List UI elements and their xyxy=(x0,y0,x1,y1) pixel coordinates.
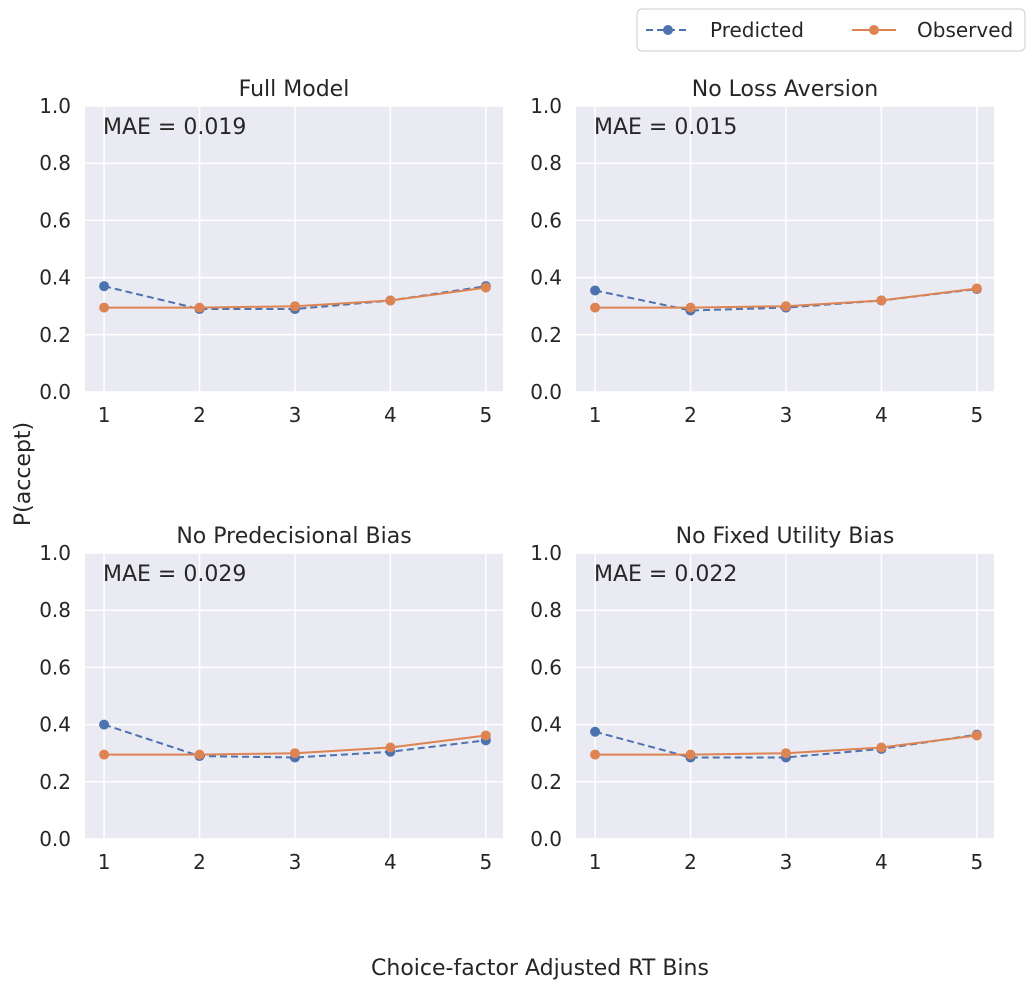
panel-3-xtick-3: 4 xyxy=(384,850,397,874)
panel-2-predicted-point-1 xyxy=(590,285,601,296)
panel-4-xtick-0: 1 xyxy=(589,850,602,874)
panel-2-xtick-0: 1 xyxy=(589,403,602,427)
panel-4-xtick-1: 2 xyxy=(684,850,697,874)
panel-4-ytick-0: 0.0 xyxy=(530,827,562,851)
panel-1-mae-annotation: MAE = 0.019 xyxy=(103,115,246,140)
panel-4-observed-point-5 xyxy=(971,730,982,741)
legend-observed-marker-icon xyxy=(869,25,879,35)
panel-2-observed-point-5 xyxy=(971,283,982,294)
panel-1-ytick-4: 0.8 xyxy=(39,151,71,175)
panel-3-predicted-point-1 xyxy=(99,719,110,730)
panel-1-observed-point-5 xyxy=(480,282,491,293)
panel-2-observed-point-1 xyxy=(590,302,601,313)
panel-4: 0.0 0.2 0.4 0.6 0.8 1.0 1 2 3 4 5 No Fixed Utility … xyxy=(530,524,994,874)
panel-3-xtick-4: 5 xyxy=(479,850,492,874)
panel-1-xtick-0: 1 xyxy=(98,403,111,427)
panel-2-title: No Loss Aversion xyxy=(692,77,879,102)
x-axis-label: Choice-factor Adjusted RT Bins xyxy=(371,956,709,981)
panel-1-ytick-2: 0.4 xyxy=(39,266,71,290)
panel-2-mae-annotation: MAE = 0.015 xyxy=(594,115,737,140)
panel-1-observed-point-3 xyxy=(289,301,300,312)
panel-2-observed-point-4 xyxy=(876,295,887,306)
panel-3-ytick-2: 0.4 xyxy=(39,713,71,737)
panel-1-xtick-1: 2 xyxy=(193,403,206,427)
panel-4-xtick-2: 3 xyxy=(780,850,793,874)
panel-1-ytick-5: 1.0 xyxy=(39,94,71,118)
panel-3-ytick-3: 0.6 xyxy=(39,655,71,679)
panel-1-xtick-2: 3 xyxy=(289,403,302,427)
panel-1-ytick-3: 0.6 xyxy=(39,208,71,232)
panel-2: 0.0 0.2 0.4 0.6 0.8 1.0 1 2 3 4 5 No Loss Aversion M… xyxy=(530,77,994,427)
panel-4-ytick-3: 0.6 xyxy=(530,655,562,679)
panel-1-observed-point-4 xyxy=(385,295,396,306)
panel-4-observed-point-1 xyxy=(590,749,601,760)
panel-4-mae-annotation: MAE = 0.022 xyxy=(594,562,737,587)
panel-2-observed-point-3 xyxy=(780,301,791,312)
panel-1-ytick-0: 0.0 xyxy=(39,380,71,404)
panel-4-predicted-point-1 xyxy=(590,726,601,737)
panel-1-observed-point-2 xyxy=(194,302,205,313)
panel-1-observed-point-1 xyxy=(99,302,110,313)
panel-1-background xyxy=(85,106,503,392)
panel-4-observed-point-2 xyxy=(685,749,696,760)
panel-3-background xyxy=(85,553,503,839)
panel-3-observed-point-5 xyxy=(480,730,491,741)
panel-3-observed-point-4 xyxy=(385,742,396,753)
panel-3: 0.0 0.2 0.4 0.6 0.8 1.0 1 2 3 4 5 No Predecisional … xyxy=(39,524,503,874)
panel-2-ytick-5: 1.0 xyxy=(530,94,562,118)
panel-4-ytick-5: 1.0 xyxy=(530,541,562,565)
panel-2-ytick-1: 0.2 xyxy=(530,323,562,347)
panel-2-xtick-2: 3 xyxy=(780,403,793,427)
panel-1-xtick-3: 4 xyxy=(384,403,397,427)
panel-1: 0.0 0.2 0.4 0.6 0.8 1.0 1 2 3 4 5 Full Model MAE = 0… xyxy=(39,77,503,427)
panel-1-xtick-4: 5 xyxy=(479,403,492,427)
panel-4-xtick-3: 4 xyxy=(875,850,888,874)
legend: Predicted Observed xyxy=(636,8,1026,52)
panel-2-xtick-4: 5 xyxy=(970,403,983,427)
panel-4-background xyxy=(576,553,994,839)
panel-3-xtick-1: 2 xyxy=(193,850,206,874)
panel-3-observed-point-2 xyxy=(194,749,205,760)
panel-2-xtick-1: 2 xyxy=(684,403,697,427)
legend-predicted-marker-icon xyxy=(663,25,673,35)
legend-frame xyxy=(636,8,1026,52)
panel-3-ytick-1: 0.2 xyxy=(39,770,71,794)
panel-4-observed-point-4 xyxy=(876,742,887,753)
panel-2-ytick-3: 0.6 xyxy=(530,208,562,232)
panel-4-observed-point-3 xyxy=(780,748,791,759)
panel-3-xtick-0: 1 xyxy=(98,850,111,874)
panel-2-observed-point-2 xyxy=(685,302,696,313)
panel-3-xtick-2: 3 xyxy=(289,850,302,874)
panel-4-xtick-4: 5 xyxy=(970,850,983,874)
legend-label-predicted: Predicted xyxy=(710,18,804,42)
panel-3-mae-annotation: MAE = 0.029 xyxy=(103,562,246,587)
panel-3-observed-point-3 xyxy=(289,748,300,759)
panel-4-ytick-1: 0.2 xyxy=(530,770,562,794)
panels-layer: 0.0 0.2 0.4 0.6 0.8 1.0 1 2 3 4 5 Full Model MAE = 0… xyxy=(39,77,994,874)
panel-4-ytick-2: 0.4 xyxy=(530,713,562,737)
panel-4-ytick-4: 0.8 xyxy=(530,598,562,622)
panel-1-predicted-point-1 xyxy=(99,281,110,292)
panel-3-predicted-line xyxy=(103,723,486,759)
panel-2-background xyxy=(576,106,994,392)
legend-label-observed: Observed xyxy=(917,18,1013,42)
panel-2-xtick-3: 4 xyxy=(875,403,888,427)
panel-2-ytick-4: 0.8 xyxy=(530,151,562,175)
panel-1-ytick-1: 0.2 xyxy=(39,323,71,347)
panel-2-ytick-0: 0.0 xyxy=(530,380,562,404)
panel-4-title: No Fixed Utility Bias xyxy=(676,524,895,549)
panel-3-observed-point-1 xyxy=(99,749,110,760)
panel-3-ytick-0: 0.0 xyxy=(39,827,71,851)
panel-2-ytick-2: 0.4 xyxy=(530,266,562,290)
panel-3-ytick-5: 1.0 xyxy=(39,541,71,565)
panel-1-title: Full Model xyxy=(239,77,350,102)
panel-3-title: No Predecisional Bias xyxy=(176,524,411,549)
panel-3-ytick-4: 0.8 xyxy=(39,598,71,622)
y-axis-label: P(accept) xyxy=(11,422,36,526)
